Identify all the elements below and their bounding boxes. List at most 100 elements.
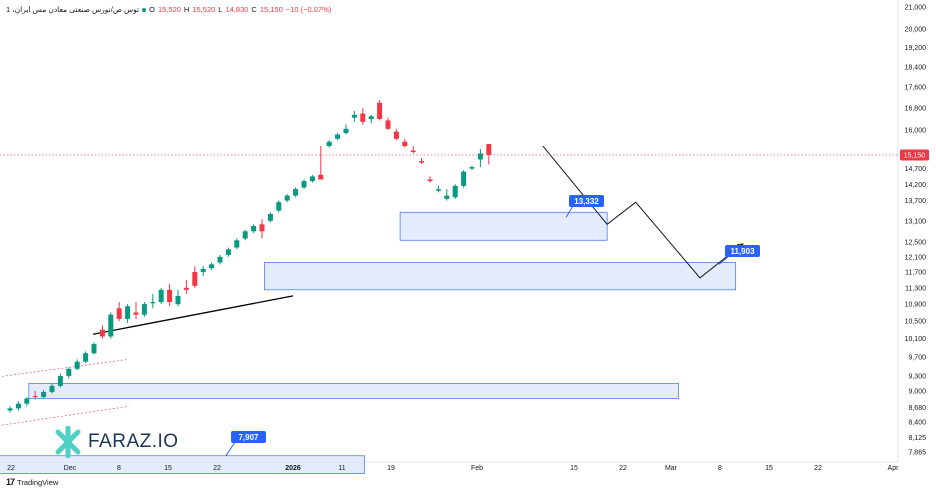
low-value: 14,830 xyxy=(225,5,249,14)
price-tick-label: 21,000 xyxy=(905,5,927,12)
high-label: H xyxy=(183,5,190,14)
high-value: 15,520 xyxy=(192,5,216,14)
price-tick-label: 18,400 xyxy=(905,64,927,71)
price-tick-label: 9,700 xyxy=(908,354,926,361)
candle-body xyxy=(402,141,408,147)
candle-body xyxy=(41,391,47,398)
price-tick-label: 9,000 xyxy=(908,388,926,395)
candle xyxy=(99,325,105,339)
candle xyxy=(225,247,231,257)
trendline-2 xyxy=(0,358,129,378)
price-tick-label: 10,100 xyxy=(905,336,927,343)
candle xyxy=(217,254,223,265)
candle xyxy=(242,229,248,241)
candle-body xyxy=(360,113,366,122)
candle xyxy=(360,108,366,125)
candle-body xyxy=(477,153,483,160)
candle-body xyxy=(486,144,492,155)
candle-body xyxy=(141,304,147,315)
candle-body xyxy=(116,308,122,319)
target-labels: 13,332 11,903 7,907 xyxy=(225,195,760,457)
candle-body xyxy=(276,202,282,211)
candle-body xyxy=(242,231,248,239)
candle xyxy=(410,146,416,154)
time-tick-label: 11 xyxy=(338,465,345,472)
candle-body xyxy=(167,289,173,303)
target-label-3: 7,907 xyxy=(238,433,259,442)
candle xyxy=(41,389,47,399)
faraz-logo-icon xyxy=(55,426,81,458)
tradingview-logo-icon: 17 xyxy=(6,477,15,487)
candle xyxy=(91,342,97,355)
candle-body xyxy=(293,189,299,196)
price-tick-label: 14,200 xyxy=(905,182,927,189)
candle xyxy=(200,266,206,276)
time-tick-label: 8 xyxy=(117,465,121,472)
price-tick-label: 20,000 xyxy=(905,27,927,34)
candle xyxy=(444,189,450,201)
candle-body xyxy=(393,131,399,139)
candle-body xyxy=(259,224,265,232)
close-value: 15,150 xyxy=(259,5,283,14)
candle xyxy=(284,193,290,203)
candle xyxy=(301,179,307,190)
time-tick-label: Apr xyxy=(888,465,900,472)
candle-body xyxy=(368,116,374,120)
market-status-icon xyxy=(142,7,147,12)
candle xyxy=(427,176,433,183)
price-tick-label: 8,400 xyxy=(908,420,926,427)
candle-body xyxy=(32,395,38,398)
candle xyxy=(150,293,156,309)
candle xyxy=(251,224,257,234)
candle xyxy=(175,289,181,307)
candle-body xyxy=(83,353,89,362)
chart-legend: توس ص/نورس صنعتی معادن مس ایران، 1 O 15,5… xyxy=(6,5,331,14)
time-tick-label: 22 xyxy=(213,465,221,472)
price-tick-label: 19,200 xyxy=(905,45,927,52)
price-tick-label: 9,300 xyxy=(908,374,926,381)
target-label-1: 13,332 xyxy=(574,197,599,206)
candle-body xyxy=(200,268,206,273)
candle xyxy=(116,302,122,322)
candle-body xyxy=(225,249,231,255)
candle xyxy=(57,373,63,388)
candle-body xyxy=(74,361,80,369)
candle xyxy=(259,219,265,239)
time-tick-label: 19 xyxy=(387,465,395,472)
time-tick-label: 22 xyxy=(814,465,822,472)
candle xyxy=(276,200,282,213)
target-pointer-3 xyxy=(225,441,236,457)
candle xyxy=(24,397,30,407)
candle xyxy=(167,283,173,307)
price-tick-label: 8,125 xyxy=(908,435,926,442)
candle-body xyxy=(150,302,156,304)
candle-body xyxy=(326,141,332,147)
time-tick-label: 22 xyxy=(7,465,15,472)
candle-body xyxy=(469,167,475,169)
candles xyxy=(7,100,492,413)
price-tick-label: 13,700 xyxy=(905,198,927,205)
candle xyxy=(368,114,374,124)
candle-body xyxy=(7,408,13,411)
low-label: L xyxy=(218,5,223,14)
candle xyxy=(49,383,55,394)
tradingview-branding[interactable]: 17 TradingView xyxy=(6,477,58,487)
candle-body xyxy=(66,368,72,377)
price-tick-label: 16,000 xyxy=(905,128,927,135)
price-tick-label: 12,100 xyxy=(905,254,927,261)
target-pointer-2 xyxy=(718,255,730,265)
candle xyxy=(309,174,315,183)
candle xyxy=(435,185,441,193)
price-tick-label: 14,700 xyxy=(905,166,927,173)
candle-body xyxy=(419,160,425,163)
candle xyxy=(469,165,475,171)
candle-body xyxy=(410,150,416,152)
target-label-2: 11,903 xyxy=(730,247,755,256)
candle-body xyxy=(234,240,240,248)
candle-body xyxy=(15,403,21,409)
candle-body xyxy=(217,256,223,263)
target-badge-1 xyxy=(569,195,604,207)
price-tick-label: 17,600 xyxy=(905,85,927,92)
price-tick-label: 10,900 xyxy=(905,302,927,309)
